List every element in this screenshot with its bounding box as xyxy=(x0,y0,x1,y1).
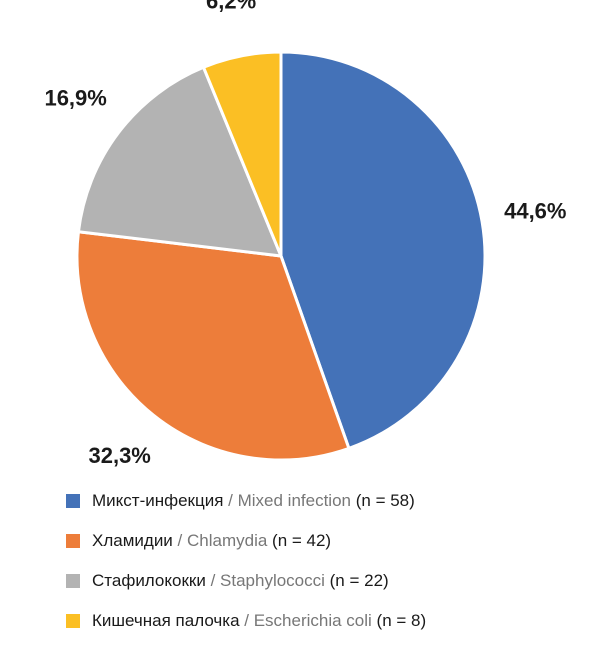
legend: Микст-инфекция / Mixed infection (n = 58… xyxy=(66,490,586,650)
pie-slice-chlamydia xyxy=(75,230,351,462)
legend-item-chlamydia: Хламидии / Chlamydia (n = 42) xyxy=(66,530,586,552)
legend-label-staphylococci: Стафилококки / Staphylococci (n = 22) xyxy=(92,571,389,590)
slice-value-label-chlamydia: 32,3% xyxy=(88,443,150,468)
legend-label-escherichia-coli: Кишечная палочка / Escherichia coli (n =… xyxy=(92,611,427,630)
slice-value-label-staphylococci: 16,9% xyxy=(44,86,106,111)
pie-chart: 44,6% 32,3% 16,9% 6,2% xyxy=(44,0,566,468)
legend-label-chlamydia: Хламидии / Chlamydia (n = 42) xyxy=(92,531,332,550)
slice-value-label-mixed-infection: 44,6% xyxy=(504,198,566,223)
legend-swatch-staphylococci xyxy=(66,574,80,588)
legend-swatch-chlamydia xyxy=(66,534,80,548)
legend-item-staphylococci: Стафилококки / Staphylococci (n = 22) xyxy=(66,570,586,592)
legend-item-mixed-infection: Микст-инфекция / Mixed infection (n = 58… xyxy=(66,490,586,512)
pie-value-labels: 44,6% 32,3% 16,9% 6,2% xyxy=(44,0,566,468)
legend-swatch-mixed-infection xyxy=(66,494,80,508)
legend-item-escherichia-coli: Кишечная палочка / Escherichia coli (n =… xyxy=(66,610,586,632)
slice-value-label-escherichia-coli: 6,2% xyxy=(206,0,256,14)
pie-slice-staphylococci xyxy=(76,65,283,258)
legend-swatch-escherichia-coli xyxy=(66,614,80,628)
pie-slices xyxy=(75,50,487,462)
legend-label-mixed-infection: Микст-инфекция / Mixed infection (n = 58… xyxy=(92,491,415,510)
pie-slice-escherichia-coli xyxy=(202,50,283,258)
pie-slice-mixed-infection xyxy=(279,50,487,450)
